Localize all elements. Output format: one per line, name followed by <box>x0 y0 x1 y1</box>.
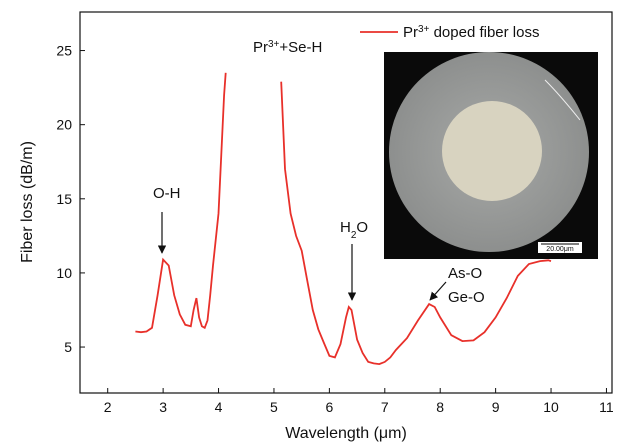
x-tick-label: 4 <box>215 399 223 415</box>
text-part: As-O <box>448 265 482 282</box>
data-line <box>135 72 552 366</box>
y-axis-label: Fiber loss (dB/m) <box>19 141 36 263</box>
annotation: Pr3++Se-H <box>253 39 322 57</box>
inset-image: 20.00μm <box>384 52 598 259</box>
x-tick-label: 9 <box>492 399 500 415</box>
annotation-arrow <box>429 281 447 301</box>
text-part: O <box>356 219 368 236</box>
x-tick-label: 8 <box>436 399 444 415</box>
text-part: +Se-H <box>279 39 322 56</box>
text-part: doped fiber loss <box>429 24 539 41</box>
x-tick-label: 10 <box>543 399 559 415</box>
text-part: Pr <box>403 24 418 41</box>
inset-scale-label: 20.00μm <box>546 246 574 253</box>
text-part: Pr <box>253 39 268 56</box>
annotation: H2O <box>340 219 368 241</box>
text-part: H <box>340 219 351 236</box>
x-tick-label: 3 <box>159 399 167 415</box>
x-tick-label: 6 <box>325 399 333 415</box>
y-tick-label: 15 <box>56 191 72 207</box>
x-axis-label: Wavelength (μm) <box>285 425 407 442</box>
x-tick-label: 2 <box>104 399 112 415</box>
text-part: O-H <box>153 185 181 202</box>
text-part: Ge-O <box>448 289 485 306</box>
text-part: 3+ <box>418 24 430 35</box>
text-part: 2 <box>351 230 357 241</box>
legend-label: Pr3+ doped fiber loss <box>403 24 539 42</box>
x-tick-label: 11 <box>599 399 614 415</box>
text-part: 3+ <box>268 39 280 50</box>
y-tick-label: 5 <box>64 339 72 355</box>
y-tick-label: 25 <box>56 43 72 59</box>
annotation: Ge-O <box>448 289 485 306</box>
annotation: As-O <box>448 265 482 282</box>
y-tick-label: 20 <box>56 117 72 133</box>
y-tick-label: 10 <box>56 265 72 281</box>
plot-frame <box>79 11 613 394</box>
x-tick-label: 5 <box>270 399 278 415</box>
annotation: O-H <box>153 185 181 202</box>
x-tick-label: 7 <box>381 399 389 415</box>
